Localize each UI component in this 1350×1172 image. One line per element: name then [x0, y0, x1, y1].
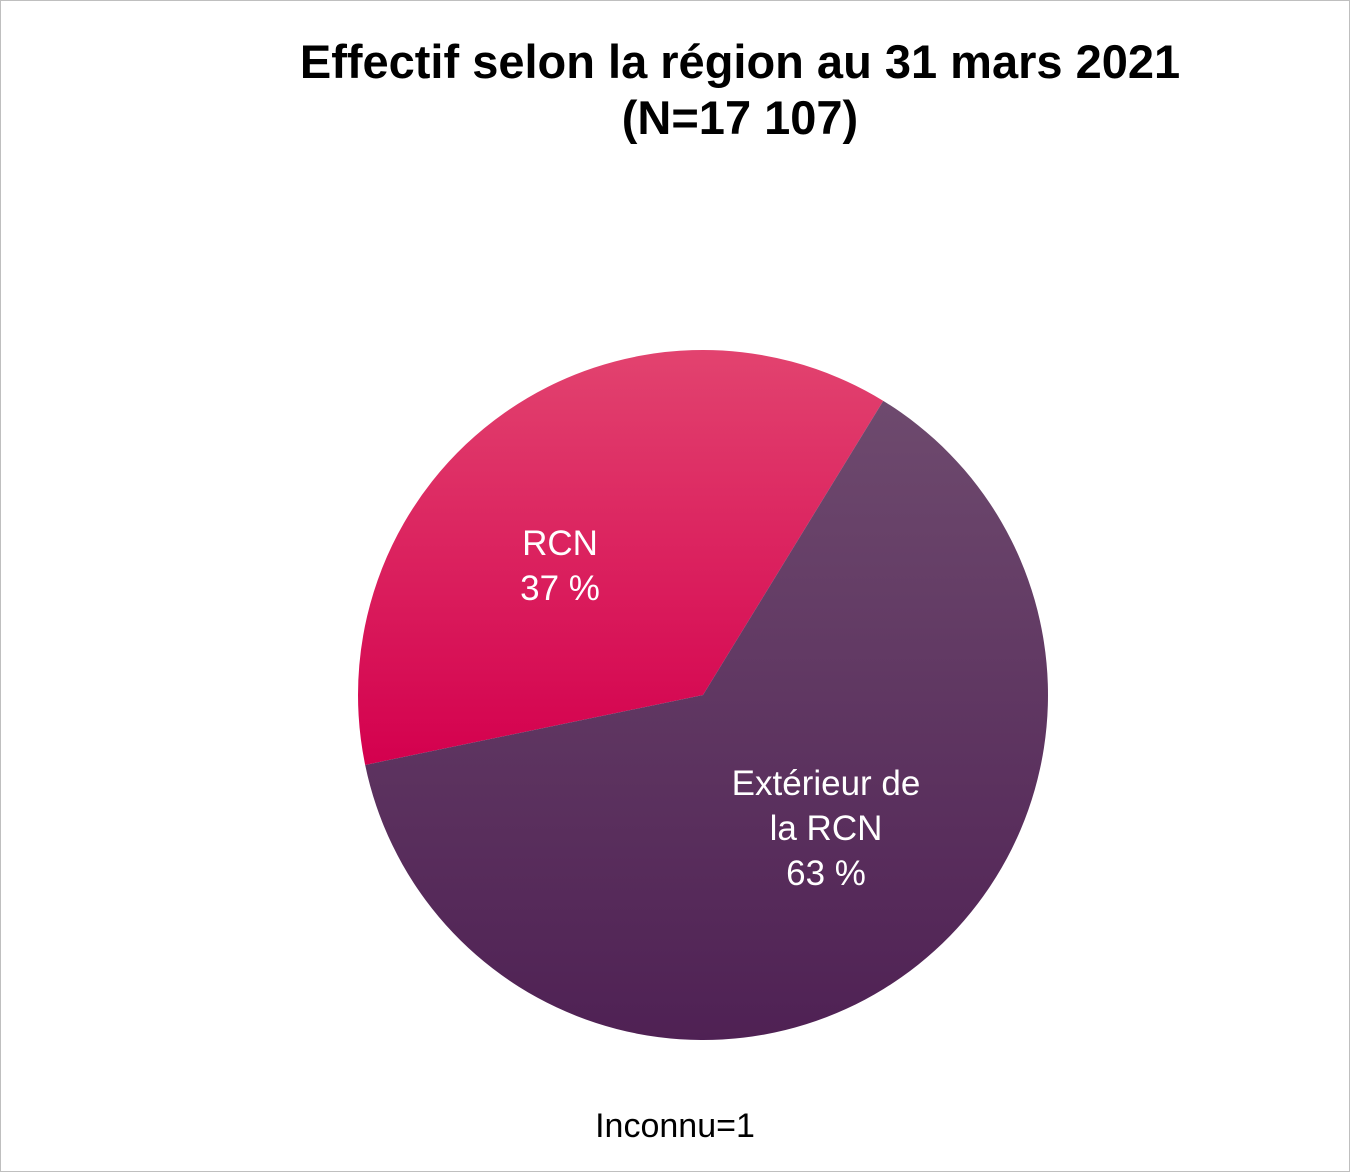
- pie-slice-label-1: Extérieur de la RCN 63 %: [732, 764, 921, 893]
- pie-slice-0: [358, 349, 884, 765]
- chart-title: Effectif selon la région au 31 mars 2021…: [90, 34, 1350, 146]
- footnote-unknown: Inconnu=1: [595, 1107, 755, 1145]
- pie-slice-label-0-line-0: RCN: [522, 524, 598, 563]
- pie-slice-1: [365, 400, 1049, 1040]
- pie-slice-label-1-line-2: 63 %: [786, 854, 866, 893]
- chart-title-line-1: Effectif selon la région au 31 mars 2021: [299, 35, 1181, 88]
- pie-slice-label-1-line-0: Extérieur de: [732, 764, 921, 803]
- pie-slice-label-0-line-1: 37 %: [520, 569, 600, 608]
- chart-title-line-2: (N=17 107): [621, 91, 859, 144]
- pie-slice-label-1-line-1: la RCN: [770, 809, 883, 848]
- pie-slice-label-0: RCN 37 %: [520, 524, 600, 608]
